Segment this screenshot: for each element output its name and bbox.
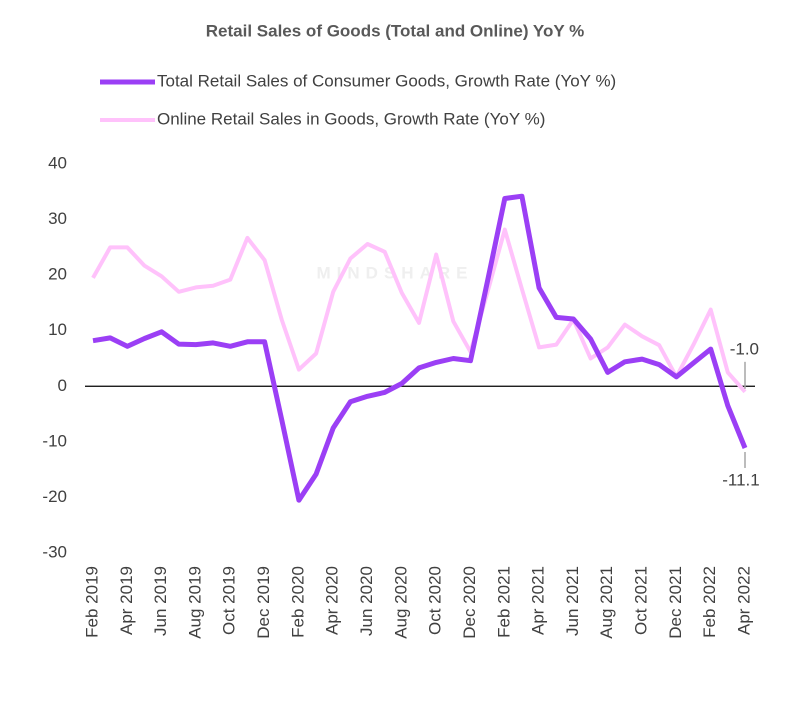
x-tick-label: Aug 2020: [391, 566, 410, 639]
x-tick-label: Dec 2020: [460, 566, 479, 639]
y-tick-label: 30: [48, 209, 67, 228]
chart-title: Retail Sales of Goods (Total and Online)…: [206, 21, 584, 40]
x-tick-label: Dec 2021: [666, 566, 685, 639]
x-tick-label: Oct 2020: [426, 566, 445, 635]
legend-label: Online Retail Sales in Goods, Growth Rat…: [157, 109, 545, 128]
x-tick-label: Apr 2020: [323, 566, 342, 635]
y-tick-label: 0: [58, 376, 67, 395]
x-tick-label: Aug 2021: [597, 566, 616, 639]
x-tick-label: Apr 2021: [529, 566, 548, 635]
y-tick-label: -10: [42, 431, 67, 450]
x-tick-label: Feb 2019: [82, 566, 101, 638]
x-tick-label: Jun 2020: [357, 566, 376, 636]
y-tick-label: -30: [42, 542, 67, 561]
x-tick-label: Jun 2019: [151, 566, 170, 636]
x-tick-label: Apr 2022: [734, 566, 753, 635]
data-label: -1.0: [730, 339, 759, 358]
y-tick-label: 10: [48, 320, 67, 339]
legend-label: Total Retail Sales of Consumer Goods, Gr…: [157, 71, 616, 90]
x-tick-label: Aug 2019: [185, 566, 204, 639]
y-tick-label: 40: [48, 153, 67, 172]
x-tick-label: Apr 2019: [117, 566, 136, 635]
series-line: [92, 193, 748, 503]
x-tick-label: Oct 2021: [632, 566, 651, 635]
x-tick-label: Feb 2022: [700, 566, 719, 638]
x-tick-label: Feb 2021: [494, 566, 513, 638]
y-tick-label: 20: [48, 265, 67, 284]
data-label: -11.1: [722, 470, 760, 489]
series-line: [91, 227, 747, 394]
x-tick-label: Dec 2019: [254, 566, 273, 639]
x-tick-label: Feb 2020: [288, 566, 307, 638]
x-tick-label: Jun 2021: [563, 566, 582, 636]
x-tick-label: Oct 2019: [220, 566, 239, 635]
y-tick-label: -20: [42, 487, 67, 506]
